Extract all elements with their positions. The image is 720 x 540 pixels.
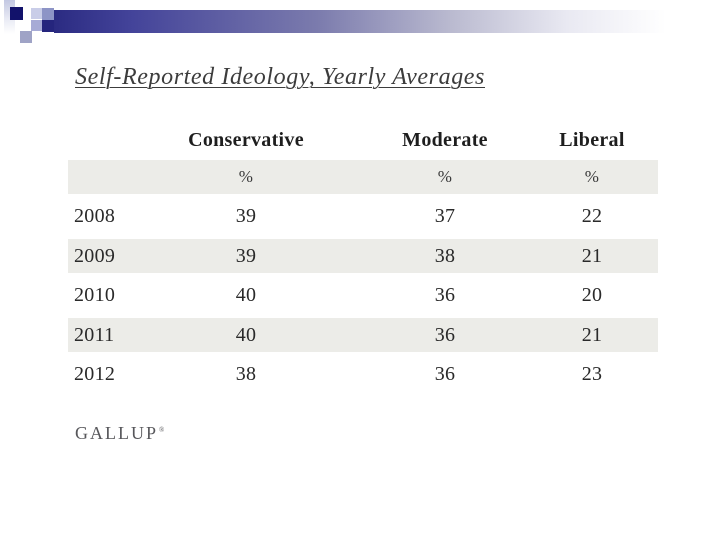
value-conservative: 39 bbox=[235, 244, 257, 267]
row-year: 2008 bbox=[74, 205, 116, 227]
row-year: 2011 bbox=[74, 323, 115, 346]
value-liberal: 20 bbox=[581, 284, 603, 306]
value-moderate: 36 bbox=[434, 363, 456, 385]
row-year: 2010 bbox=[74, 284, 116, 306]
value-moderate: 36 bbox=[434, 284, 456, 306]
value-liberal: 21 bbox=[581, 323, 603, 346]
table-header-row: Conservative Moderate Liberal bbox=[68, 120, 658, 160]
value-conservative: 38 bbox=[235, 363, 257, 385]
mosaic-square-dark-2 bbox=[42, 20, 54, 32]
value-liberal: 23 bbox=[581, 363, 603, 385]
ideology-table: Conservative Moderate Liberal % % % 2008… bbox=[68, 120, 658, 397]
value-moderate: 37 bbox=[434, 205, 456, 227]
gallup-logo-text: GALLUP bbox=[75, 423, 158, 443]
value-conservative: 40 bbox=[235, 284, 257, 306]
value-conservative: 40 bbox=[235, 323, 257, 346]
mosaic-square-lavender bbox=[31, 20, 42, 31]
table-row: 2012 38 36 23 bbox=[68, 352, 658, 397]
mosaic-square-dark bbox=[10, 7, 23, 20]
unit-percent: % bbox=[437, 167, 453, 186]
row-year: 2012 bbox=[74, 363, 116, 385]
table-row: 2009 39 38 21 bbox=[68, 239, 658, 273]
table-unit-row: % % % bbox=[68, 160, 658, 194]
column-header-moderate: Moderate bbox=[402, 128, 488, 151]
mosaic-square-light bbox=[31, 8, 42, 19]
gradient-bar bbox=[54, 10, 712, 33]
value-moderate: 38 bbox=[434, 244, 456, 267]
registered-mark: ® bbox=[159, 426, 165, 434]
unit-percent: % bbox=[238, 167, 254, 186]
row-year: 2009 bbox=[74, 244, 116, 267]
value-liberal: 21 bbox=[581, 244, 603, 267]
value-liberal: 22 bbox=[581, 205, 603, 227]
table-row: 2011 40 36 21 bbox=[68, 318, 658, 352]
column-header-conservative: Conservative bbox=[188, 128, 304, 151]
slide-header-decoration bbox=[0, 0, 720, 50]
table-row: 2010 40 36 20 bbox=[68, 273, 658, 318]
slide-title: Self-Reported Ideology, Yearly Averages bbox=[75, 64, 485, 90]
value-conservative: 39 bbox=[235, 205, 257, 227]
column-header-liberal: Liberal bbox=[559, 128, 625, 151]
mosaic-square-medium-blue bbox=[42, 8, 54, 20]
table-row: 2008 39 37 22 bbox=[68, 194, 658, 239]
value-moderate: 36 bbox=[434, 323, 456, 346]
gallup-logo: GALLUP® bbox=[75, 423, 164, 444]
unit-percent: % bbox=[584, 167, 600, 186]
mosaic-square-gray bbox=[20, 31, 32, 43]
decoration-strip bbox=[4, 0, 15, 34]
